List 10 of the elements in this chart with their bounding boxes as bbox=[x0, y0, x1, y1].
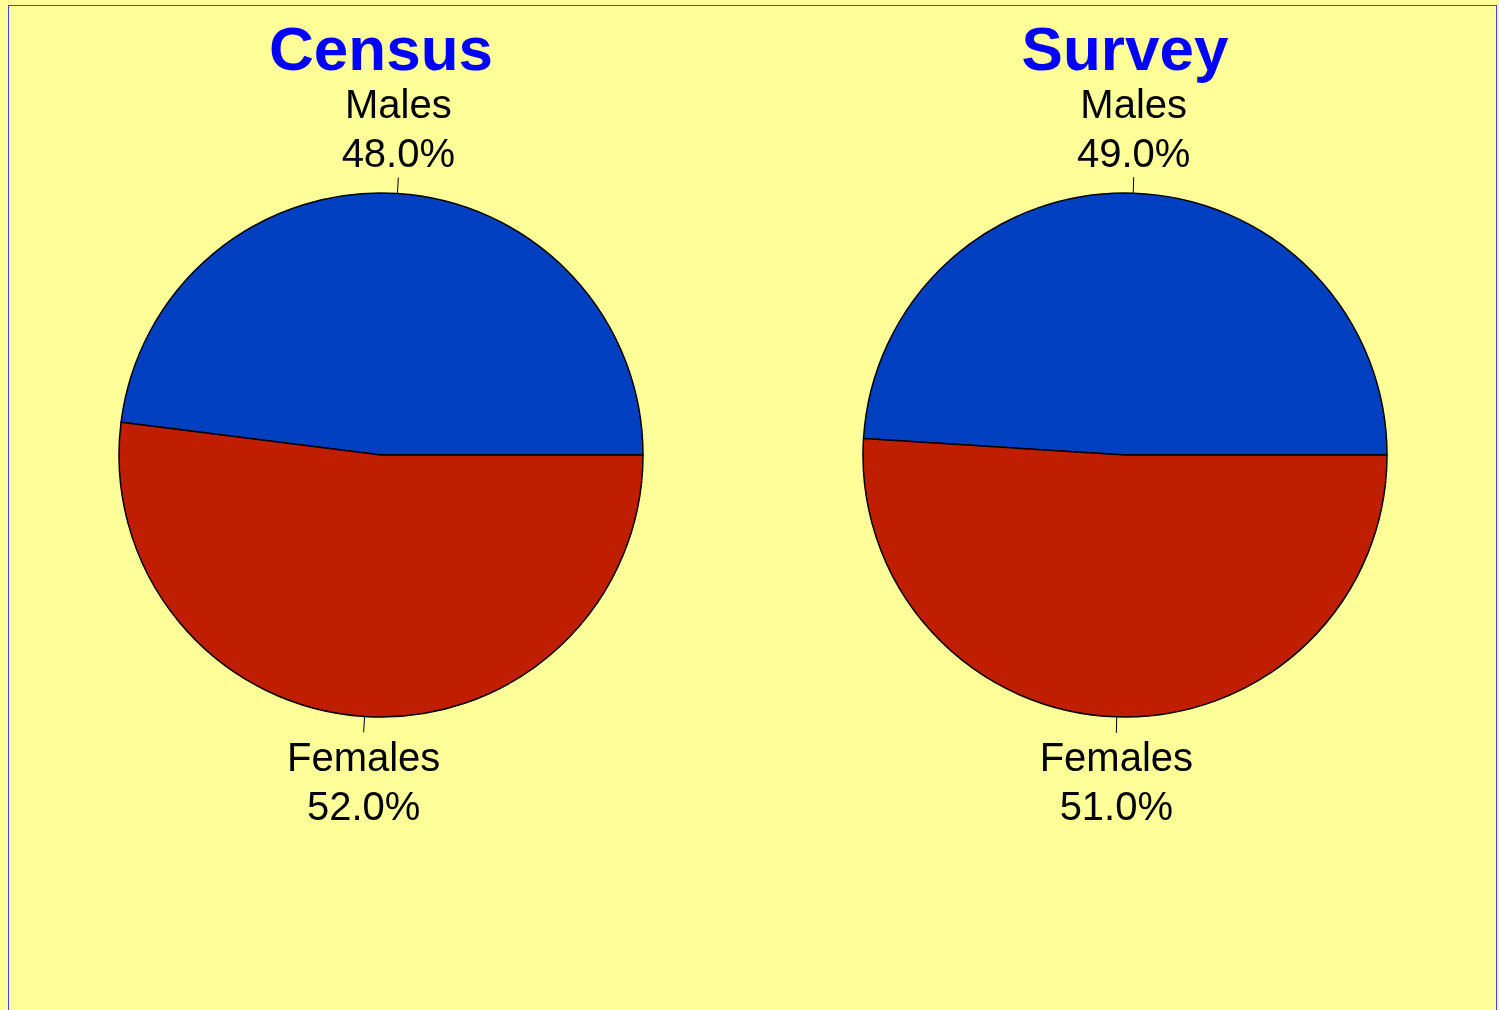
slice-label: Females bbox=[1039, 735, 1194, 780]
slice-label: Females bbox=[286, 734, 441, 779]
data-label: 52.0% bbox=[306, 783, 421, 828]
chart-title: Census bbox=[269, 13, 493, 83]
data-label: 48.0% bbox=[341, 131, 456, 176]
data-label: 49.0% bbox=[1076, 130, 1191, 175]
slice-label: Males bbox=[1080, 81, 1188, 126]
data-label: 51.0% bbox=[1059, 784, 1174, 829]
chart-title: Survey bbox=[1021, 13, 1229, 83]
slice-label: Males bbox=[344, 82, 452, 127]
